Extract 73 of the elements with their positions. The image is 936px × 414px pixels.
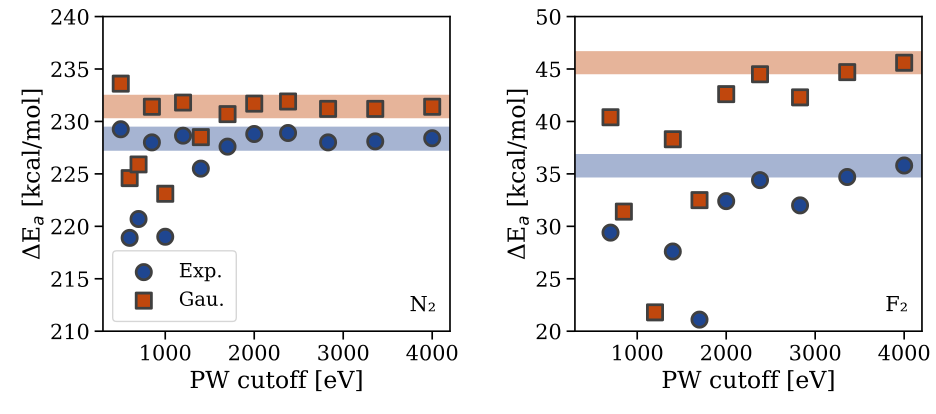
point (895, 156, 914, 174)
legend-label: Exp. (180, 263, 221, 282)
point (791, 88, 810, 106)
x-tick-label: 4000 (878, 344, 930, 361)
x-tick-label: 3000 (790, 344, 840, 361)
x-tick-label: 3000 (318, 344, 368, 361)
x-axis-title: PW cutoff [eV] (662, 370, 834, 392)
point (423, 98, 442, 116)
point (838, 168, 856, 186)
y-tick-label: 50 (536, 9, 560, 25)
y-tick-label: 20 (536, 324, 560, 340)
y-tick-label: 45 (536, 61, 560, 78)
point (690, 310, 708, 329)
x-tick-label: 1000 (613, 344, 662, 361)
point (156, 184, 174, 203)
y-tick-label: 30 (536, 218, 560, 235)
x-tick-label: 4000 (406, 344, 458, 361)
point (174, 94, 192, 112)
point (130, 210, 148, 228)
point (245, 125, 264, 144)
y-tick-label: 240 (51, 9, 88, 25)
y-tick-label: 40 (536, 114, 560, 130)
point (690, 191, 708, 210)
x-tick-label: 2000 (701, 344, 752, 361)
point (120, 228, 139, 247)
point (423, 129, 442, 148)
point (717, 85, 736, 104)
y-tick-label: 235 (51, 61, 88, 78)
point (664, 242, 682, 260)
x-tick-label: 1000 (141, 344, 190, 361)
point (751, 171, 770, 190)
point (838, 63, 856, 82)
y-tick-label: 35 (536, 166, 560, 182)
annotation: F₂ (886, 296, 907, 312)
point (174, 126, 192, 145)
point (142, 133, 161, 152)
annotation: N₂ (410, 296, 435, 312)
point (245, 94, 264, 113)
point (142, 98, 161, 116)
point (156, 228, 174, 246)
y-axis-title: ΔE$_{a}$ [kcal/mol] (22, 90, 44, 260)
point (319, 133, 338, 152)
point (646, 303, 664, 322)
point (895, 54, 914, 72)
point (791, 196, 810, 214)
point (218, 138, 237, 156)
point (614, 202, 633, 221)
point (602, 224, 620, 242)
point (751, 65, 770, 84)
point (279, 124, 298, 142)
point (192, 128, 210, 146)
legend-label: Gau. (180, 291, 223, 306)
y-tick-label: 215 (51, 271, 88, 287)
point (112, 74, 130, 93)
point (664, 130, 682, 148)
x-tick-label: 2000 (229, 344, 280, 361)
y-tick-label: 210 (51, 324, 88, 340)
point (192, 160, 210, 178)
y-axis-title: ΔE$_{a}$ [kcal/mol] (506, 90, 529, 260)
point (279, 92, 298, 111)
y-tick-label: 230 (51, 114, 88, 130)
point (130, 155, 148, 174)
y-tick-label: 25 (536, 271, 560, 287)
point (366, 132, 384, 150)
point (112, 120, 130, 138)
point (717, 192, 736, 210)
point (366, 100, 384, 118)
point (319, 100, 338, 118)
point (602, 108, 620, 126)
point (218, 105, 237, 124)
y-tick-label: 220 (51, 218, 88, 235)
x-axis-title: PW cutoff [eV] (190, 370, 362, 392)
y-tick-label: 225 (51, 166, 88, 182)
